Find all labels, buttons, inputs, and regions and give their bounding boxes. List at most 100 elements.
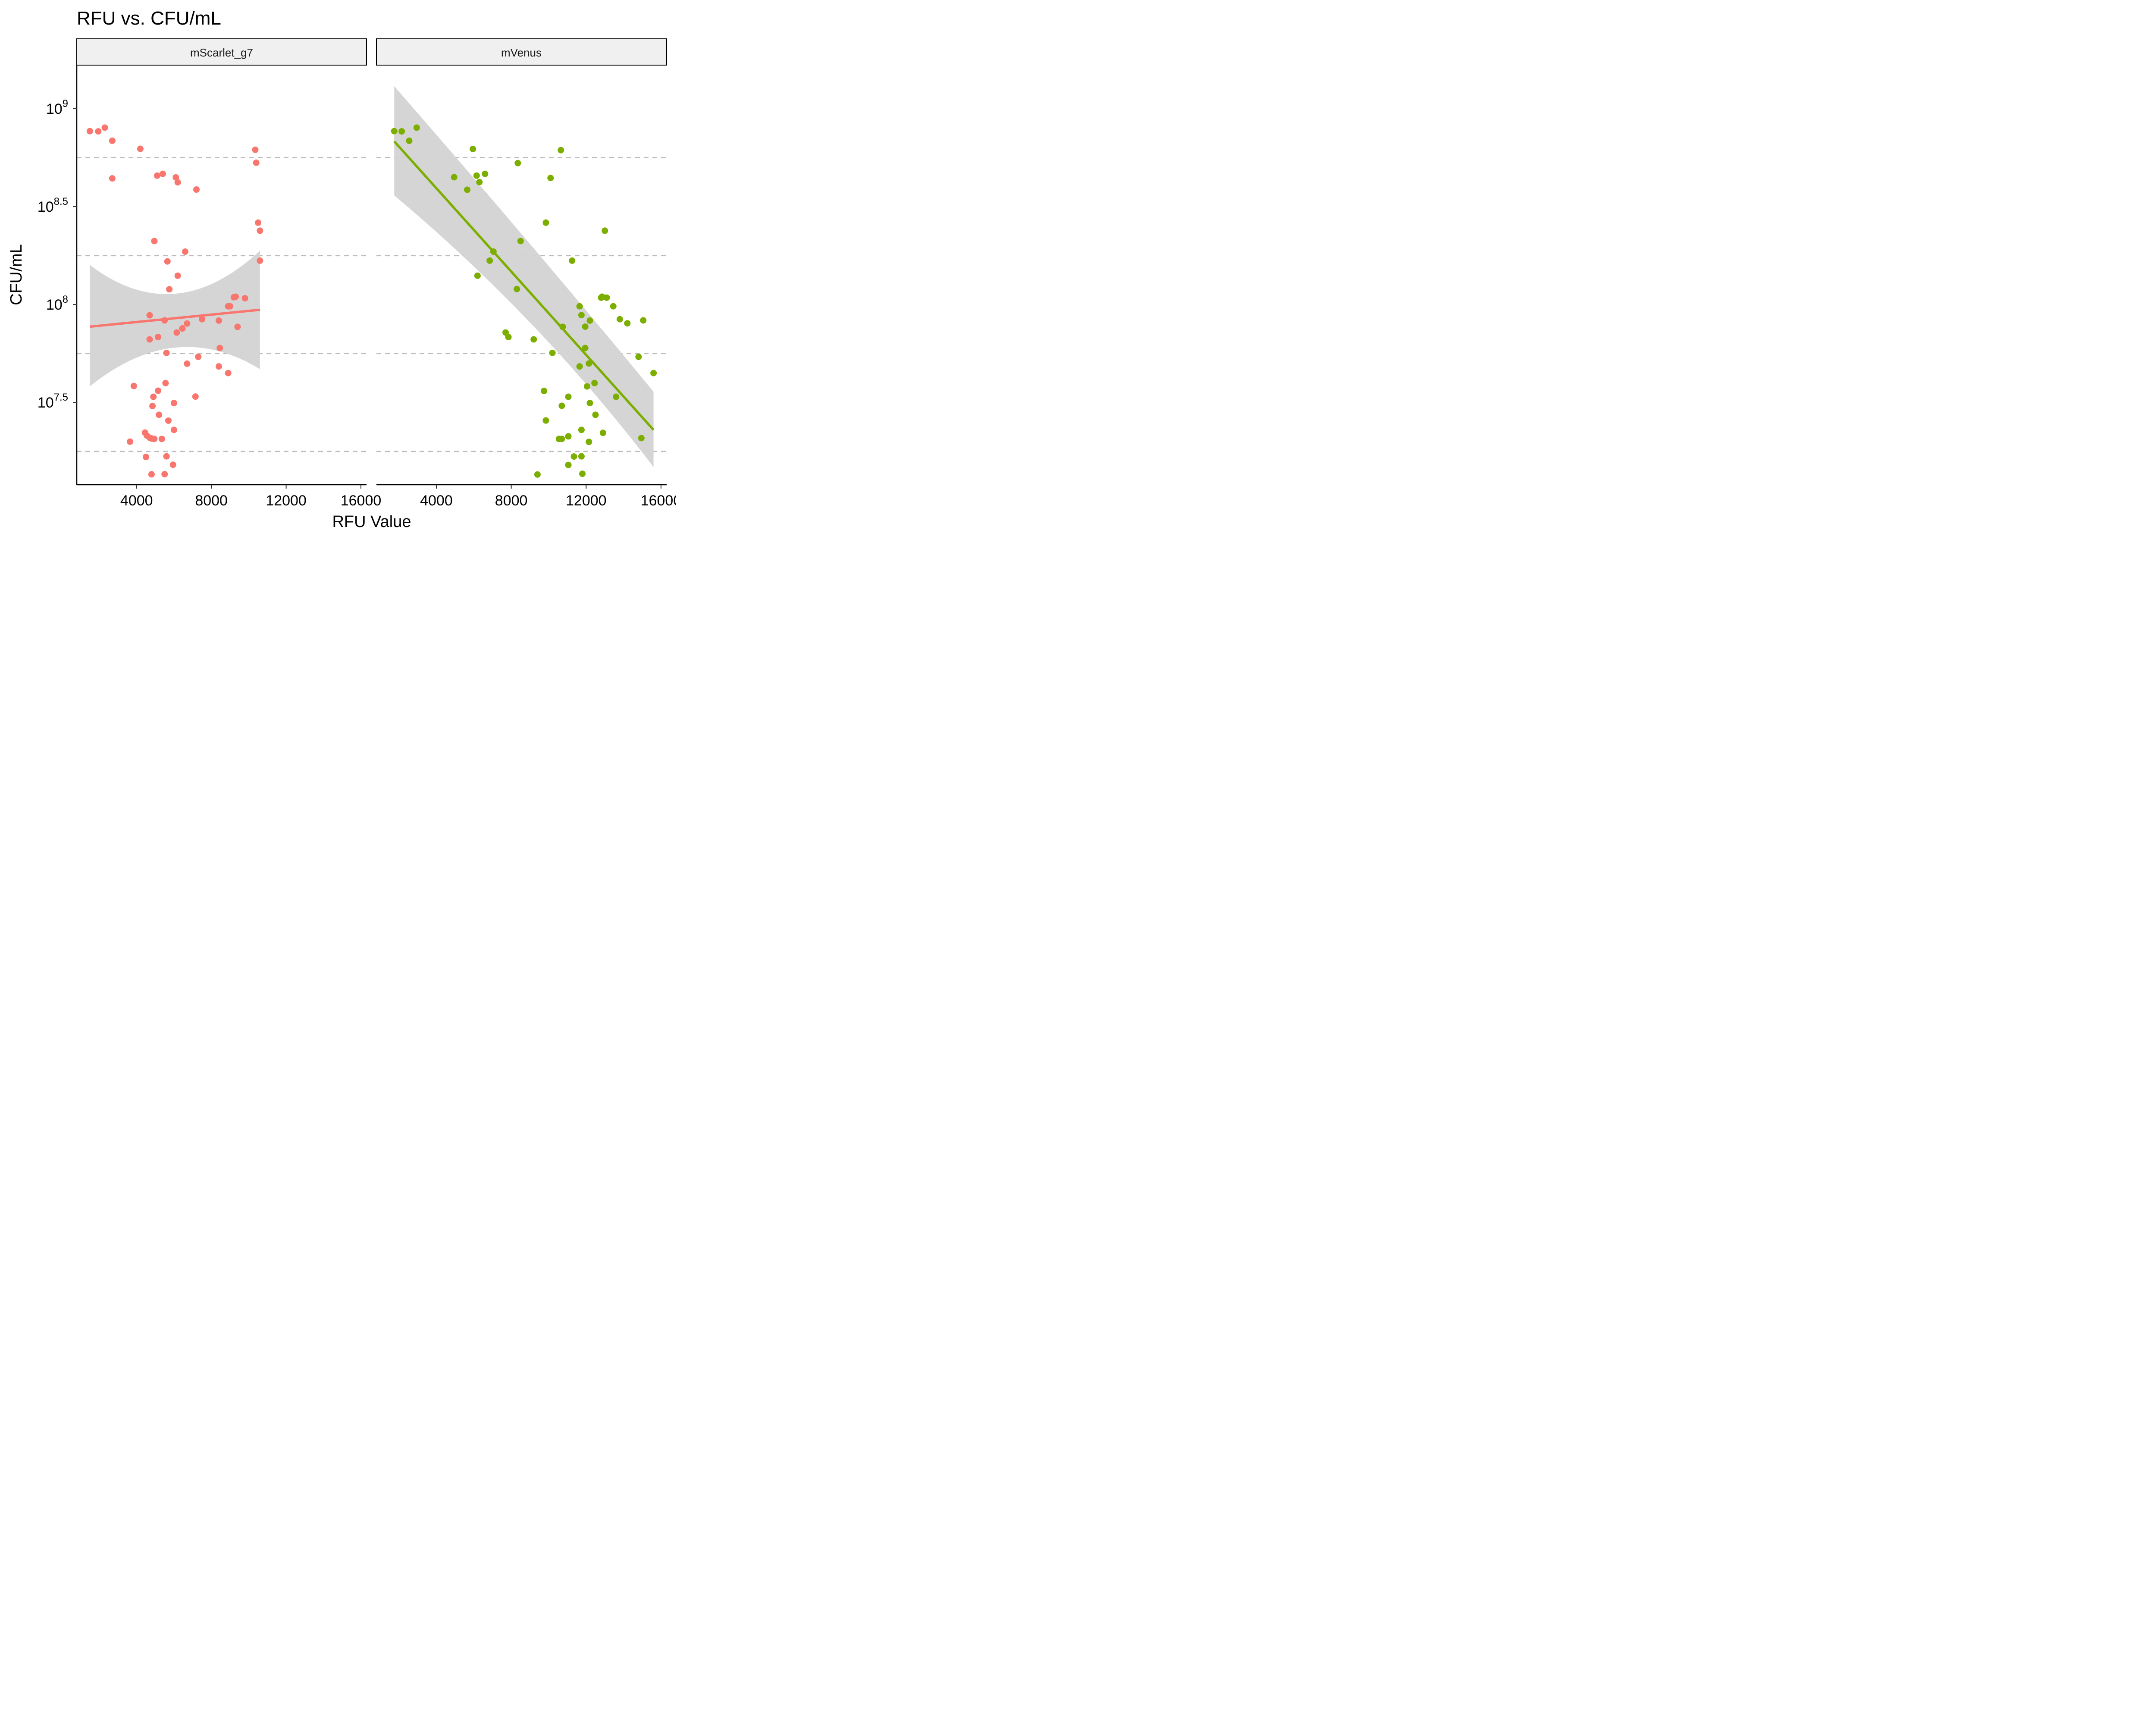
data-point: [215, 363, 222, 370]
x-tick-label: 8000: [495, 492, 528, 509]
data-point: [127, 438, 134, 445]
data-point: [534, 471, 541, 478]
data-point: [166, 286, 173, 293]
data-point: [158, 436, 165, 442]
x-tick-label: 16000: [341, 492, 382, 509]
data-point: [583, 383, 590, 390]
data-point: [241, 295, 248, 302]
data-point: [192, 393, 199, 400]
data-point: [86, 128, 93, 135]
chart-title: RFU vs. CFU/mL: [77, 8, 221, 29]
data-point: [576, 363, 583, 370]
data-point: [638, 435, 645, 442]
data-point: [582, 345, 589, 351]
data-point: [253, 159, 260, 166]
data-point: [565, 433, 572, 440]
data-point: [603, 294, 610, 301]
data-point: [257, 227, 263, 234]
regression-line: [393, 140, 655, 431]
y-tick-label: 108: [46, 294, 68, 313]
data-point: [151, 238, 158, 245]
data-point: [109, 175, 116, 182]
y-tick-label: 108.5: [38, 196, 68, 215]
data-point: [137, 145, 144, 152]
strip-header-mscarlet: mScarlet_g7: [76, 38, 367, 66]
data-point: [172, 174, 179, 181]
strip-label-mscarlet: mScarlet_g7: [190, 46, 253, 59]
data-point: [232, 293, 239, 300]
data-point: [482, 170, 489, 177]
data-point: [624, 320, 631, 327]
data-point: [162, 380, 169, 386]
data-point: [586, 317, 593, 324]
data-point: [165, 417, 172, 424]
data-point: [616, 316, 623, 323]
data-point: [613, 393, 620, 400]
data-point: [578, 453, 585, 460]
data-point: [184, 360, 191, 367]
data-point: [570, 453, 577, 460]
data-point: [599, 430, 606, 436]
data-point: [159, 170, 166, 177]
data-point: [576, 303, 583, 310]
data-point: [173, 329, 180, 336]
data-point: [198, 316, 205, 323]
data-point: [234, 323, 241, 330]
data-point: [558, 436, 565, 442]
strip-background-mscarlet: [76, 38, 367, 66]
panel-mscarlet: [76, 66, 367, 486]
data-point: [451, 174, 458, 181]
data-point: [474, 272, 481, 279]
x-tick-label: 16000: [641, 492, 676, 509]
data-point: [542, 219, 549, 226]
data-point: [640, 317, 647, 324]
data-point: [257, 257, 263, 264]
data-point: [406, 137, 413, 144]
data-point: [130, 383, 137, 389]
data-point: [558, 147, 564, 154]
data-point: [182, 248, 188, 255]
data-point: [179, 325, 186, 332]
data-point: [225, 370, 232, 376]
data-point: [109, 137, 116, 144]
data-point: [413, 124, 420, 131]
data-point: [517, 238, 524, 245]
y-axis: 109 108.5 108 107.5: [38, 98, 77, 411]
data-point: [591, 380, 598, 386]
data-point: [542, 417, 549, 424]
x-tick-label: 8000: [195, 492, 228, 509]
data-point: [586, 439, 592, 445]
data-point: [164, 258, 171, 265]
strip-header-mvenus: mVenus: [376, 38, 667, 66]
data-point: [148, 471, 155, 478]
data-point: [252, 146, 259, 153]
data-point: [174, 179, 181, 186]
data-point: [505, 334, 512, 341]
regression-line: [90, 308, 260, 328]
data-point: [146, 336, 153, 343]
data-point: [558, 402, 565, 409]
data-point: [598, 294, 605, 301]
data-point: [565, 461, 572, 468]
x-tick-label: 12000: [566, 492, 607, 509]
data-point: [578, 427, 585, 433]
data-point: [470, 145, 476, 152]
data-point: [549, 349, 556, 356]
y-tick-label: 109: [46, 98, 68, 117]
x-axis-mvenus: 4000 8000 12000 16000: [420, 485, 676, 509]
data-point: [473, 172, 480, 179]
data-point: [146, 312, 153, 319]
data-point: [547, 175, 554, 182]
data-point: [476, 179, 483, 185]
data-point: [169, 461, 176, 468]
data-point: [586, 400, 593, 407]
data-point: [101, 124, 108, 131]
confidence-band: [394, 86, 654, 467]
strip-background-mvenus: [376, 38, 667, 66]
data-point: [170, 427, 177, 433]
data-point: [184, 320, 191, 327]
data-point: [163, 349, 170, 356]
data-point: [464, 186, 471, 193]
data-point: [514, 285, 520, 292]
data-point: [569, 257, 576, 264]
